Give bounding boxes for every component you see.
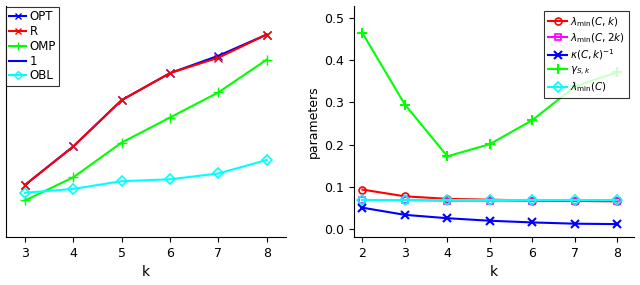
Line: $\lambda_{\mathrm{min}}(C,k)$: $\lambda_{\mathrm{min}}(C,k)$ <box>359 186 621 205</box>
$\gamma_{S,k}$ <box>571 85 579 88</box>
Line: $\kappa(C,k)^{-1}$: $\kappa(C,k)^{-1}$ <box>358 203 621 228</box>
$\gamma_{S,k}$ <box>401 103 409 106</box>
$\lambda_{\mathrm{min}}(C)$ <box>444 198 451 202</box>
$\kappa(C,k)^{-1}$ <box>529 221 536 224</box>
$\lambda_{\mathrm{min}}(C,2k)$ <box>614 199 621 203</box>
$\gamma_{S,k}$ <box>529 118 536 122</box>
$\lambda_{\mathrm{min}}(C,k)$ <box>401 195 409 198</box>
$\kappa(C,k)^{-1}$ <box>444 217 451 220</box>
$\lambda_{\mathrm{min}}(C)$ <box>358 198 366 202</box>
$\lambda_{\mathrm{min}}(C)$ <box>529 198 536 202</box>
$\kappa(C,k)^{-1}$ <box>358 206 366 209</box>
Line: $\gamma_{S,k}$: $\gamma_{S,k}$ <box>358 28 622 161</box>
Legend: OPT, R, OMP, 1, OBL: OPT, R, OMP, 1, OBL <box>6 7 60 86</box>
Line: $\lambda_{\mathrm{min}}(C)$: $\lambda_{\mathrm{min}}(C)$ <box>359 197 621 203</box>
$\lambda_{\mathrm{min}}(C,k)$ <box>529 199 536 202</box>
$\lambda_{\mathrm{min}}(C,2k)$ <box>444 199 451 202</box>
$\lambda_{\mathrm{min}}(C,k)$ <box>486 198 493 201</box>
$\lambda_{\mathrm{min}}(C)$ <box>614 198 621 202</box>
$\gamma_{S,k}$ <box>486 142 493 146</box>
$\gamma_{S,k}$ <box>614 70 621 74</box>
Line: $\lambda_{\mathrm{min}}(C,2k)$: $\lambda_{\mathrm{min}}(C,2k)$ <box>359 197 621 204</box>
$\lambda_{\mathrm{min}}(C,2k)$ <box>529 199 536 202</box>
Legend: $\lambda_{\mathrm{min}}(C,k)$, $\lambda_{\mathrm{min}}(C,2k)$, $\kappa(C,k)^{-1}: $\lambda_{\mathrm{min}}(C,k)$, $\lambda_… <box>544 11 629 98</box>
$\gamma_{S,k}$ <box>444 154 451 158</box>
Y-axis label: parameters: parameters <box>307 85 320 158</box>
$\lambda_{\mathrm{min}}(C)$ <box>486 198 493 202</box>
$\lambda_{\mathrm{min}}(C,2k)$ <box>401 198 409 202</box>
$\kappa(C,k)^{-1}$ <box>486 219 493 223</box>
$\lambda_{\mathrm{min}}(C,k)$ <box>571 199 579 203</box>
$\kappa(C,k)^{-1}$ <box>571 222 579 225</box>
$\lambda_{\mathrm{min}}(C)$ <box>401 198 409 202</box>
$\lambda_{\mathrm{min}}(C,2k)$ <box>358 198 366 202</box>
$\lambda_{\mathrm{min}}(C,k)$ <box>614 200 621 203</box>
$\lambda_{\mathrm{min}}(C,2k)$ <box>571 199 579 203</box>
$\lambda_{\mathrm{min}}(C)$ <box>571 198 579 202</box>
X-axis label: k: k <box>142 265 150 280</box>
$\lambda_{\mathrm{min}}(C,k)$ <box>358 188 366 191</box>
X-axis label: k: k <box>490 265 498 280</box>
$\lambda_{\mathrm{min}}(C,2k)$ <box>486 199 493 202</box>
$\lambda_{\mathrm{min}}(C,k)$ <box>444 197 451 201</box>
$\kappa(C,k)^{-1}$ <box>614 222 621 226</box>
$\gamma_{S,k}$ <box>358 31 366 35</box>
$\kappa(C,k)^{-1}$ <box>401 213 409 217</box>
